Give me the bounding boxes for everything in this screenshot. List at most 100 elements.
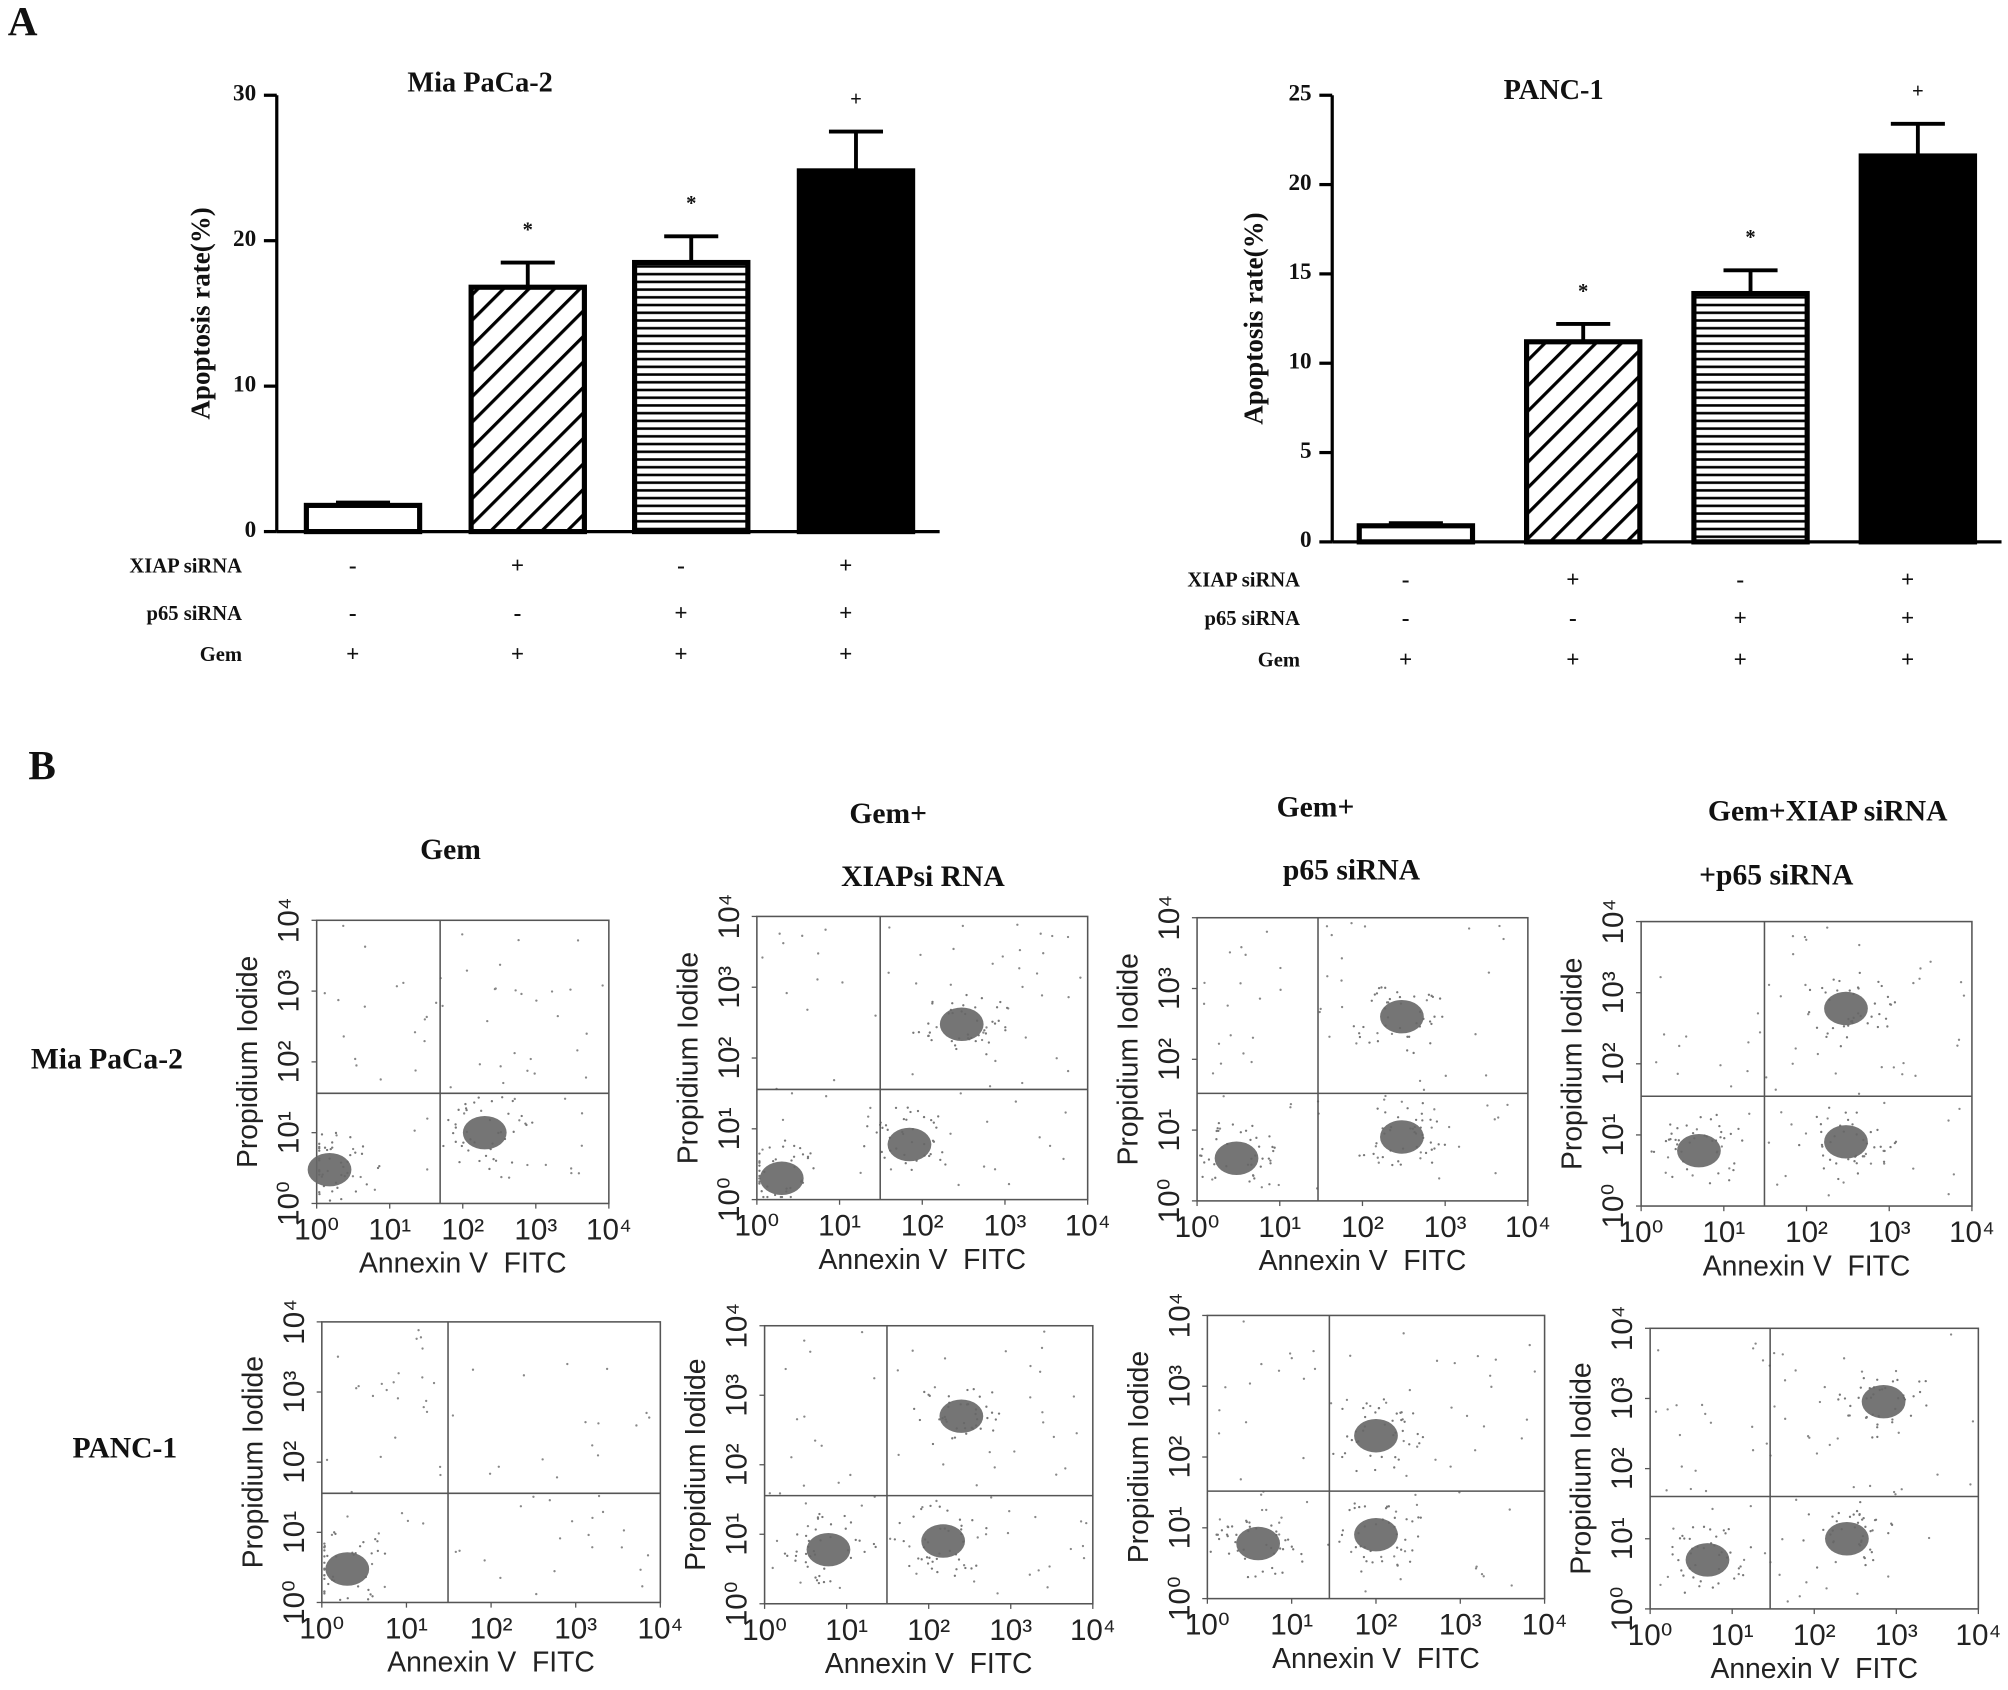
noise-dot: [1064, 1467, 1067, 1470]
noise-dot: [911, 1073, 914, 1076]
cell-population: [921, 1524, 966, 1558]
noise-dot: [1722, 1529, 1725, 1532]
noise-dot: [1343, 1452, 1347, 1455]
noise-dot: [1807, 1013, 1810, 1016]
flow-plot: 10⁰ 10¹ 10² 10³ 10⁴ 10⁰ 10¹ 10² 10³ 10⁴ Annexin V …: [1565, 1305, 2001, 1684]
noise-dot: [333, 1531, 336, 1534]
noise-dot: [1835, 1520, 1838, 1523]
noise-dot: [1784, 1174, 1787, 1178]
noise-dot: [1340, 979, 1343, 982]
y-tick-label: 10³: [273, 970, 306, 1013]
noise-dot: [1737, 1572, 1740, 1576]
noise-dot: [1048, 1565, 1051, 1568]
noise-dot: [1428, 1020, 1432, 1023]
noise-dot: [497, 1465, 500, 1468]
noise-dot: [1377, 1161, 1380, 1164]
noise-dot: [1685, 1168, 1689, 1171]
noise-dot: [1871, 1436, 1874, 1439]
noise-dot: [1384, 1401, 1388, 1404]
noise-dot: [1691, 1526, 1695, 1529]
noise-dot: [1924, 1379, 1927, 1383]
cell-population: [1824, 991, 1868, 1026]
noise-dot: [1891, 1418, 1894, 1421]
bar: [468, 284, 587, 535]
noise-dot: [531, 1121, 534, 1124]
noise-dot: [894, 1106, 898, 1110]
noise-dot: [323, 1561, 326, 1564]
noise-dot: [974, 1006, 977, 1009]
noise-dot: [597, 1422, 600, 1425]
noise-dot: [1828, 1106, 1831, 1109]
noise-dot: [961, 924, 964, 928]
cell-population: [1236, 1526, 1281, 1561]
noise-dot: [1805, 1581, 1808, 1584]
condition-mark: +: [1566, 647, 1579, 673]
noise-dot: [1279, 966, 1282, 970]
noise-dot: [1892, 1066, 1895, 1069]
noise-dot: [1952, 1173, 1955, 1176]
cell-population: [1685, 1543, 1730, 1577]
noise-dot: [1353, 1502, 1356, 1505]
y-tick-label: 10⁴: [1597, 899, 1630, 945]
noise-dot: [794, 1554, 798, 1558]
noise-dot: [1856, 1592, 1859, 1595]
noise-dot: [1265, 930, 1269, 933]
y-tick-label: 10⁰: [1606, 1587, 1639, 1632]
noise-dot: [784, 1367, 787, 1371]
noise-dot: [605, 1367, 609, 1371]
noise-dot: [1374, 1468, 1377, 1472]
noise-dot: [622, 1529, 626, 1532]
y-tick-label: 10⁴: [713, 894, 746, 940]
noise-dot: [929, 1504, 932, 1508]
noise-dot: [1412, 1051, 1415, 1055]
noise-dot: [1394, 1510, 1398, 1513]
noise-dot: [1380, 1455, 1383, 1459]
noise-dot: [1852, 1485, 1855, 1489]
noise-dot: [596, 1454, 600, 1457]
noise-dot: [1217, 1432, 1221, 1435]
noise-dot: [1411, 1549, 1414, 1552]
noise-dot: [1664, 1139, 1668, 1143]
noise-dot: [1739, 1565, 1742, 1568]
noise-dot: [758, 1152, 761, 1155]
noise-dot: [1674, 1147, 1677, 1151]
noise-dot: [902, 1117, 906, 1121]
noise-dot: [1365, 1402, 1368, 1405]
condition-mark: -: [1402, 606, 1410, 632]
noise-dot: [601, 984, 604, 987]
noise-dot: [1822, 1528, 1825, 1532]
noise-dot: [1807, 1011, 1811, 1014]
noise-dot: [1201, 1175, 1204, 1179]
noise-dot: [354, 1057, 357, 1061]
noise-dot: [323, 1592, 326, 1595]
y-tick-label: 10³: [1163, 1365, 1196, 1408]
y-axis-label: Apoptosis rate(%): [1238, 212, 1268, 424]
noise-dot: [775, 1539, 779, 1543]
noise-dot: [373, 1188, 377, 1191]
noise-dot: [323, 992, 326, 995]
noise-dot: [1260, 1186, 1263, 1189]
noise-dot: [1494, 1172, 1497, 1175]
noise-dot: [1876, 1426, 1879, 1429]
noise-dot: [950, 1039, 953, 1043]
noise-dot: [796, 1533, 799, 1536]
noise-dot: [844, 1527, 847, 1530]
flow-plot: 10⁰ 10¹ 10² 10³ 10⁴ 10⁰ 10¹ 10² 10³ 10⁴ Annexin V …: [1112, 895, 1551, 1276]
noise-dot: [837, 1481, 840, 1484]
noise-dot: [1820, 1143, 1824, 1147]
noise-dot: [997, 1019, 1000, 1022]
noise-dot: [1260, 1508, 1264, 1512]
noise-dot: [1858, 943, 1861, 947]
noise-dot: [1259, 1165, 1262, 1168]
y-tick-label: 0: [245, 517, 257, 543]
noise-dot: [351, 1175, 355, 1178]
noise-dot: [1043, 1330, 1046, 1333]
noise-dot: [1075, 1432, 1078, 1435]
plot-frame: [1649, 1327, 1980, 1610]
noise-dot: [1380, 1555, 1383, 1559]
noise-dot: [498, 963, 502, 966]
noise-dot: [480, 1109, 483, 1112]
noise-dot: [1362, 1153, 1366, 1157]
noise-dot: [902, 1539, 905, 1543]
noise-dot: [758, 1169, 761, 1172]
